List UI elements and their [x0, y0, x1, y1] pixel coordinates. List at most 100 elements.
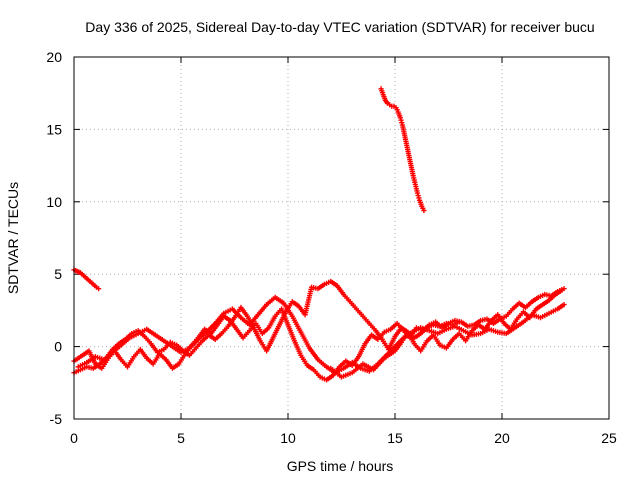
data-point	[167, 339, 178, 347]
data-point	[382, 97, 390, 105]
data-point	[206, 332, 217, 341]
data-point	[437, 342, 447, 350]
data-point	[395, 109, 403, 119]
data-point	[90, 281, 98, 289]
data-point	[204, 322, 217, 335]
data-point	[411, 341, 422, 352]
data-point	[356, 342, 367, 360]
data-point	[77, 365, 88, 373]
data-point	[393, 105, 400, 113]
data-point	[418, 340, 429, 354]
data-point	[456, 319, 462, 325]
data-point	[264, 296, 277, 308]
data-point	[77, 270, 85, 277]
data-point	[240, 329, 251, 341]
data-point	[154, 347, 165, 355]
data-point	[266, 315, 277, 331]
data-point	[514, 311, 525, 322]
data-point	[142, 333, 153, 345]
data-point	[430, 332, 442, 346]
data-point	[424, 333, 435, 344]
data-point	[281, 300, 294, 317]
data-point	[79, 349, 90, 358]
data-point	[212, 332, 223, 342]
data-point	[424, 323, 434, 331]
x-tick-label: 0	[70, 430, 78, 446]
data-point	[129, 329, 139, 337]
data-point	[298, 329, 311, 349]
data-point	[435, 327, 447, 337]
data-point	[186, 338, 200, 351]
data-point	[195, 330, 208, 342]
data-point	[520, 313, 533, 325]
series-segment-e	[378, 86, 427, 214]
data-point	[537, 311, 550, 321]
data-point	[311, 367, 322, 378]
data-point	[404, 142, 412, 157]
data-point	[328, 278, 339, 288]
data-point	[552, 288, 563, 298]
x-tick-label: 15	[387, 430, 403, 446]
data-point	[512, 320, 525, 331]
data-point	[408, 163, 416, 177]
data-point	[437, 321, 447, 329]
data-point	[84, 355, 97, 366]
data-point	[221, 307, 233, 316]
data-point	[561, 302, 567, 308]
data-point	[360, 361, 375, 372]
data-point	[81, 273, 88, 280]
data-point	[212, 312, 225, 327]
data-point	[529, 312, 541, 320]
data-point	[289, 299, 300, 308]
data-point	[74, 268, 82, 275]
x-tick-label: 20	[494, 430, 510, 446]
data-point	[495, 329, 507, 336]
data-point	[87, 278, 95, 286]
data-point	[349, 362, 364, 376]
data-point	[412, 181, 420, 194]
data-point	[381, 349, 396, 361]
data-point	[410, 173, 418, 185]
data-point	[148, 341, 159, 354]
data-point	[360, 313, 371, 325]
data-point	[358, 365, 370, 374]
data-point	[471, 319, 482, 328]
data-point	[302, 286, 314, 318]
data-point	[84, 364, 94, 371]
data-point	[101, 351, 114, 363]
data-point	[371, 357, 386, 373]
data-point	[347, 299, 358, 310]
data-point	[135, 327, 148, 337]
data-point	[161, 338, 174, 349]
y-tick-label: 20	[46, 49, 62, 65]
data-point	[336, 359, 347, 370]
data-point	[399, 122, 407, 136]
data-point	[469, 323, 480, 334]
data-point	[460, 328, 473, 337]
data-point	[234, 326, 245, 339]
data-point	[522, 300, 533, 311]
data-point	[406, 152, 414, 167]
data-point	[419, 203, 426, 211]
data-point	[373, 328, 384, 341]
data-point	[317, 374, 327, 382]
data-point	[405, 329, 416, 340]
data-point	[450, 320, 460, 328]
data-point	[174, 342, 185, 353]
data-point	[417, 197, 424, 207]
data-point	[251, 325, 262, 342]
data-point	[516, 300, 527, 310]
data-point	[418, 326, 429, 337]
x-axis-label: GPS time / hours	[287, 458, 394, 474]
data-point	[84, 275, 92, 283]
data-point	[366, 320, 377, 332]
data-point	[392, 341, 403, 354]
y-axis-label: SDTVAR / TECUs	[5, 182, 21, 294]
data-point	[90, 362, 101, 371]
x-tick-label: 5	[177, 430, 185, 446]
data-point	[559, 287, 565, 293]
data-point	[430, 322, 441, 329]
data-point	[304, 362, 315, 372]
data-point	[385, 335, 397, 353]
data-point	[486, 326, 499, 334]
